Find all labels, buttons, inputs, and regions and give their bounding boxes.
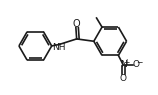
Text: NH: NH bbox=[52, 43, 66, 52]
Text: −: − bbox=[136, 58, 143, 67]
Text: O: O bbox=[120, 74, 127, 83]
Text: N: N bbox=[120, 60, 127, 69]
Text: O: O bbox=[132, 60, 139, 69]
Text: +: + bbox=[124, 58, 130, 67]
Text: O: O bbox=[72, 19, 80, 29]
